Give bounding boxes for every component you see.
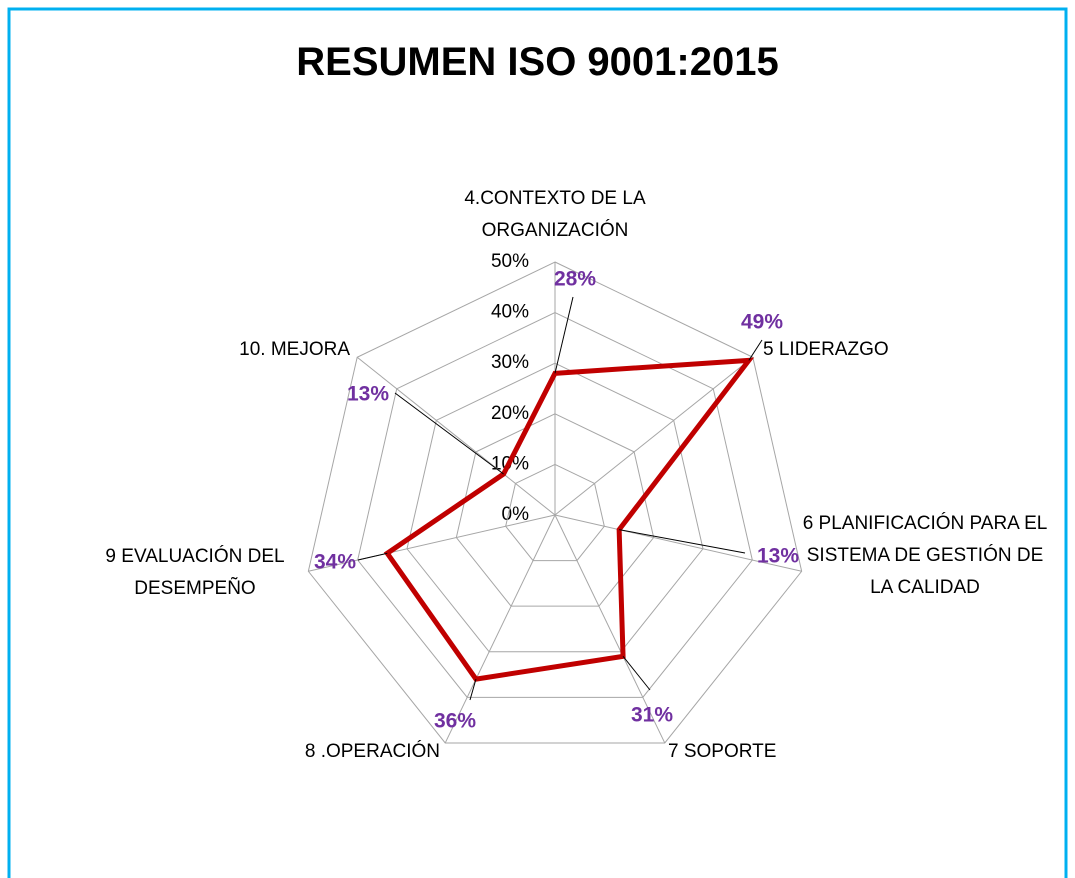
data-label: 31% (631, 704, 673, 727)
chart-title: RESUMEN ISO 9001:2015 (296, 40, 779, 84)
data-label: 28% (554, 268, 596, 291)
grid-ring (406, 362, 704, 653)
data-label: 49% (741, 311, 783, 334)
leader-line (394, 392, 504, 475)
grid-ring (357, 312, 753, 698)
grid-ring (505, 463, 605, 562)
leader-line (748, 339, 763, 361)
category-label: 8 .OPERACIÓN (304, 741, 440, 762)
leader-line (469, 678, 477, 701)
leader-line (622, 656, 651, 691)
spoke (554, 514, 666, 744)
r-tick-label: 40% (491, 302, 529, 323)
data-label: 13% (757, 545, 799, 568)
category-label: 7 SOPORTE (668, 741, 777, 762)
r-tick-label: 50% (491, 251, 529, 272)
category-label: 9 EVALUACIÓN DEL DESEMPEÑO (105, 546, 285, 599)
category-label: 6 PLANIFICACIÓN PARA EL SISTEMA DE GESTI… (802, 513, 1048, 598)
leader-line (554, 296, 574, 374)
grid-ring (307, 261, 803, 744)
grid-ring (455, 413, 655, 607)
data-label: 34% (314, 551, 356, 574)
category-label: 5 LIDERAZGO (763, 339, 889, 360)
spoke (308, 514, 556, 572)
data-line (383, 357, 755, 682)
leader-line (357, 552, 388, 561)
spoke (356, 356, 556, 516)
frame-border (7, 7, 1068, 878)
r-tick-label: 30% (491, 352, 529, 373)
spoke (444, 514, 556, 744)
r-tick-label: 0% (502, 504, 530, 525)
r-tick-label: 20% (491, 403, 529, 424)
leader-line (619, 529, 746, 554)
category-label: 4.CONTEXTO DE LA ORGANIZACIÓN (464, 188, 646, 241)
data-label: 36% (434, 710, 476, 733)
data-label: 13% (347, 383, 389, 406)
spoke (554, 514, 802, 572)
spoke (554, 356, 754, 516)
category-label: 10. MEJORA (239, 339, 350, 360)
